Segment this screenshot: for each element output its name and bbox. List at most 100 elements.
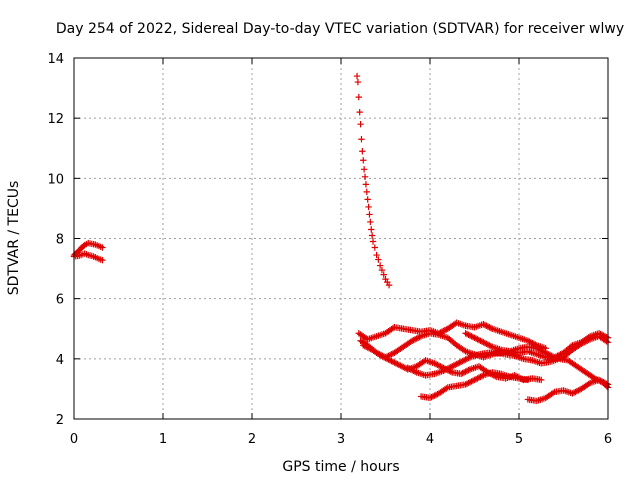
data-point [536,346,543,354]
y-axis-label: SDTVAR / TECUs [6,181,22,296]
data-point [413,335,420,342]
data-point [459,369,466,377]
data-point [481,321,489,329]
data-point [603,333,610,341]
x-tick-label: 2 [248,432,256,447]
data-point [600,378,607,386]
data-point [524,376,532,384]
data-point [526,338,533,345]
data-point [359,148,366,155]
data-point [411,336,419,343]
data-point [466,332,474,339]
data-point [478,338,486,345]
data-point [440,367,447,375]
data-point [457,358,465,366]
data-point [382,354,389,362]
data-point [481,339,489,347]
data-point [375,256,382,263]
grid-lines [74,58,608,419]
data-point [567,343,575,350]
data-point [363,343,370,350]
data-point [535,345,542,353]
data-point [364,344,371,351]
data-point [598,331,606,338]
data-point [546,351,554,359]
data-point [585,380,592,388]
data-point [597,377,604,384]
data-point [539,348,546,355]
data-point [484,341,492,348]
data-point [410,367,417,375]
y-tick-label: 2 [56,413,64,428]
data-point [557,351,564,358]
data-point [459,357,466,365]
data-point [486,342,493,349]
data-point [353,72,361,80]
data-point [441,327,449,334]
x-axis-label: GPS time / hours [282,459,399,475]
data-point [406,365,413,372]
data-point [357,120,364,128]
data-point [585,334,592,341]
y-tick-label: 8 [56,233,64,248]
data-point [551,354,558,361]
data-point [452,361,459,369]
y-tick-label: 10 [47,172,64,187]
data-point [460,369,468,376]
data-point [474,336,481,343]
data-point [398,363,406,370]
data-point [484,323,492,330]
data-point [411,368,419,375]
data-point [598,378,606,385]
data-point [469,333,477,341]
data-point [365,345,373,352]
data-point [460,347,468,354]
data-point [483,340,490,347]
data-point [443,366,450,373]
data-point [99,256,106,264]
data-point [472,335,480,342]
data-point [373,251,380,259]
data-point [595,330,603,337]
data-point [99,244,106,251]
data-point [379,353,386,360]
data-point [597,330,604,338]
x-tick-label: 0 [70,432,78,447]
data-point [431,392,438,399]
data-point [453,360,460,368]
data-point [465,366,472,374]
data-point [480,321,487,328]
data-point [570,389,578,396]
chart-title: Day 254 of 2022, Sidereal Day-to-day VTE… [56,21,624,37]
data-point [466,378,474,386]
data-point [538,376,545,384]
data-point [367,218,374,226]
data-point [468,333,475,340]
data-point [434,361,441,369]
data-point [388,357,395,365]
data-point [400,363,407,371]
data-point [555,351,563,359]
data-point [385,281,393,289]
data-point [533,345,540,352]
data-point [426,394,434,402]
data-point [603,380,610,387]
data-point [358,136,365,143]
data-point [385,356,392,363]
data-point [487,342,495,350]
data-point [462,381,469,388]
data-point [595,376,603,384]
data-point [548,352,555,360]
data-point [397,362,404,369]
data-point [361,342,368,350]
data-point [447,363,454,371]
data-point [601,333,609,340]
data-point [410,336,417,344]
data-point [429,393,437,400]
data-point [545,351,552,358]
data-point [449,363,456,370]
data-point [463,355,471,363]
data-point [432,391,440,399]
data-point [440,327,447,335]
